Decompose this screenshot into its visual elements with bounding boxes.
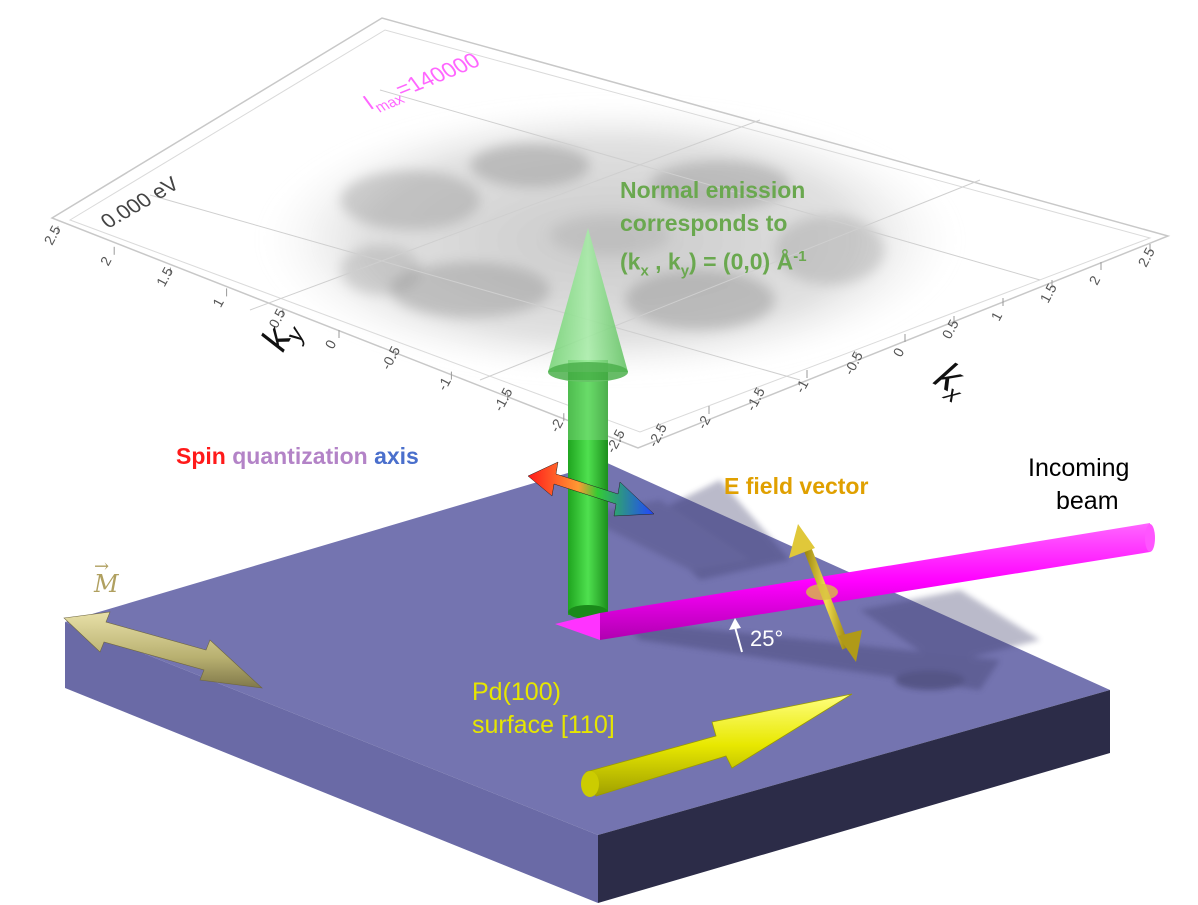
kx-tick-label: 1.5 (1037, 281, 1060, 306)
pd-surface-label: Pd(100) surface [110] (472, 678, 615, 739)
kx-axis-label: kx (919, 356, 987, 407)
ky-tick-label: 1.5 (153, 264, 176, 289)
normal-emission-label: Normal emission corresponds to (kx , ky)… (620, 177, 807, 280)
ky-tick-label: 1 (209, 295, 227, 310)
ky-tick-label: 2.5 (41, 223, 64, 248)
surface-shadows (580, 480, 1040, 690)
slab-left-face (65, 622, 598, 903)
magnetization-arrow (63, 611, 263, 689)
angle-label: 25° (750, 626, 784, 651)
direction-110-arrow (581, 693, 853, 797)
kx-tick-label: 2 (1086, 273, 1104, 288)
kx-tick-label: -0.5 (841, 348, 867, 377)
plot-grid (149, 89, 1041, 381)
kx-tick-label: -1.5 (743, 384, 769, 413)
imax-label: Imax=140000 (358, 48, 488, 118)
slab-top-face (65, 462, 1110, 835)
efield-arrow (789, 524, 862, 662)
svg-text:kx: kx (919, 356, 987, 407)
plot-frame (50, 17, 1171, 449)
ky-tick-label: 0 (322, 337, 340, 352)
spin-quantization-label: Spin quantization axis (176, 443, 419, 470)
ky-tick-label: -1.5 (490, 385, 516, 414)
spin-axis-arrow (527, 461, 655, 517)
incoming-beam-label: Incoming beam (1028, 454, 1130, 515)
axis-ticks (57, 226, 1151, 442)
incoming-beam (555, 523, 1155, 640)
axis-word: axis (374, 443, 419, 469)
vector-arrow-icon: → (94, 556, 110, 577)
slab-front-face (598, 690, 1110, 903)
kspace-plot: 2.521.510.50 -0.5-1-1.5-2-2.5 -2.5 -2-1.5-… (41, 17, 1171, 455)
quantization-word: quantization (232, 443, 368, 469)
kx-tick-label: -2.5 (645, 420, 671, 449)
efield-label: E field vector (724, 473, 869, 499)
angle-indicator (729, 618, 743, 653)
kx-tick-label: 0 (890, 345, 908, 360)
kx-tick-label: 1 (988, 309, 1006, 324)
spin-word: Spin (176, 443, 226, 469)
ky-tick-label: 2 (97, 254, 115, 269)
svg-text:Imax=140000: Imax=140000 (358, 48, 488, 118)
energy-label: 0.000 eV (96, 173, 184, 233)
pd-surface-slab (65, 462, 1110, 903)
kx-tick-label: -2 (694, 413, 714, 432)
magnetization-label: → M (94, 556, 119, 598)
